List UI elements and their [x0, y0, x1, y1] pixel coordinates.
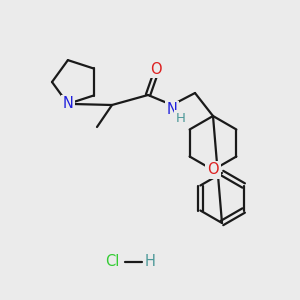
Text: H: H [145, 254, 155, 269]
Text: O: O [207, 163, 219, 178]
Text: O: O [150, 61, 162, 76]
Text: Cl: Cl [105, 254, 119, 269]
Text: N: N [62, 96, 73, 111]
Text: N: N [167, 103, 177, 118]
Text: H: H [176, 112, 186, 124]
